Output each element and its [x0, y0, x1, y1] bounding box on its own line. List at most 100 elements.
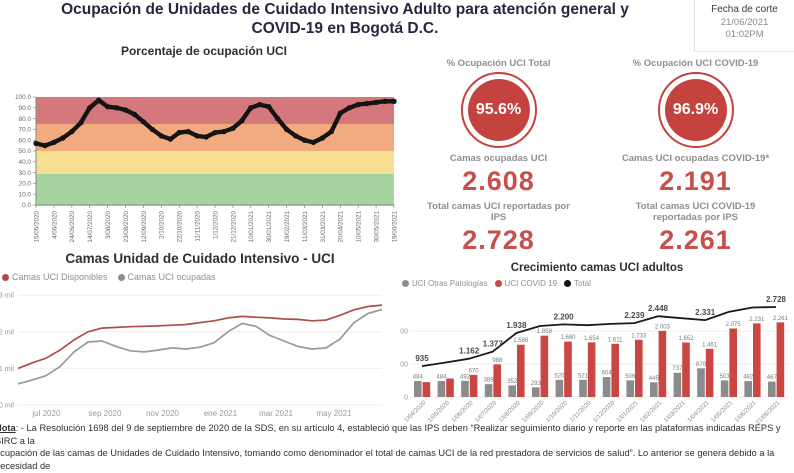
svg-text:20.0: 20.0	[19, 181, 32, 188]
svg-text:484: 484	[413, 375, 424, 381]
kpi-covid-reported-label: Total camas UCI COVID-19 reportadas por …	[635, 201, 756, 223]
svg-text:1/05/2021: 1/05/2021	[710, 399, 735, 424]
svg-text:1/04/2021: 1/04/2021	[686, 399, 711, 424]
disponibles-dot-icon	[2, 274, 9, 281]
svg-text:935: 935	[415, 354, 429, 363]
kpi-total-occupied-label: Camas ocupadas UCI	[449, 153, 548, 164]
svg-text:506: 506	[625, 374, 636, 380]
svg-text:24/06/2020: 24/06/2020	[69, 211, 76, 243]
svg-text:2000: 2000	[400, 329, 408, 336]
svg-text:467: 467	[767, 375, 778, 381]
svg-text:2/10/2020: 2/10/2020	[159, 211, 166, 240]
svg-text:2 mil: 2 mil	[0, 327, 14, 336]
svg-text:1.611: 1.611	[608, 337, 623, 343]
svg-text:1/02/2021: 1/02/2021	[639, 399, 664, 424]
note-line2: ocupación de las camas de Unidades de Cu…	[0, 448, 775, 471]
cutoff-date: 21/06/2021	[720, 17, 769, 28]
svg-text:1/10/2020: 1/10/2020	[545, 399, 570, 424]
svg-text:3/08/2020: 3/08/2020	[105, 211, 112, 240]
svg-text:352: 352	[507, 379, 518, 385]
kpi-card-total: % Ocupación UCI Total 95.6% Camas ocupad…	[400, 58, 597, 255]
legend-item-covid: UCI COVID 19	[494, 279, 557, 288]
svg-text:1.586: 1.586	[513, 338, 529, 344]
cutoff-box: Fecha de corte 21/06/2021 01:02PM	[694, 0, 794, 52]
svg-text:may 2021: may 2021	[316, 409, 352, 418]
svg-text:1/05/2020: 1/05/2020	[427, 399, 452, 424]
svg-text:19/02/2021: 19/02/2021	[284, 211, 291, 243]
svg-text:70.0: 70.0	[19, 127, 32, 134]
svg-text:2.003: 2.003	[655, 324, 671, 330]
kpi-covid-reported-value: 2.261	[659, 225, 732, 255]
svg-text:737: 737	[672, 366, 683, 372]
svg-text:22/10/2020: 22/10/2020	[177, 211, 184, 243]
svg-text:1/01/2021: 1/01/2021	[615, 399, 640, 424]
svg-text:100.0: 100.0	[15, 94, 31, 101]
kpi-card-covid: % Ocupación UCI COVID-19 96.9% Camas UCI…	[597, 58, 794, 255]
svg-text:40.0: 40.0	[19, 159, 32, 166]
svg-text:sep 2020: sep 2020	[89, 409, 122, 418]
svg-text:2.075: 2.075	[726, 322, 742, 328]
svg-text:1.733: 1.733	[631, 333, 647, 339]
svg-text:60.0: 60.0	[19, 137, 32, 144]
svg-text:482: 482	[743, 375, 754, 381]
kpi-total-reported-label: Total camas UCI reportadas por IPS	[427, 201, 570, 223]
svg-text:nov 2020: nov 2020	[146, 409, 179, 418]
svg-text:1.461: 1.461	[702, 342, 718, 348]
svg-text:1.680: 1.680	[560, 335, 576, 341]
legend-item-total: Total	[564, 279, 591, 288]
svg-text:492: 492	[460, 374, 471, 380]
cutoff-time: 01:02PM	[725, 29, 764, 40]
svg-text:90.0: 90.0	[19, 105, 32, 112]
page-title-line1: Ocupación de Unidades de Cuidado Intensi…	[61, 1, 629, 18]
svg-text:30.0: 30.0	[19, 170, 32, 177]
svg-text:1.377: 1.377	[483, 340, 504, 349]
page-title-line2: COVID-19 en Bogotá D.C.	[251, 20, 439, 37]
svg-text:1/08/2020: 1/08/2020	[497, 399, 522, 424]
svg-text:1/12/2020: 1/12/2020	[212, 211, 219, 240]
legend-item-ocupadas: Camas UCI ocupadas	[117, 272, 216, 282]
svg-text:30/01/2021: 30/01/2021	[266, 211, 273, 243]
svg-text:445: 445	[649, 376, 660, 382]
svg-text:14/07/2020: 14/07/2020	[87, 211, 94, 243]
svg-text:1/06/2020: 1/06/2020	[450, 399, 475, 424]
svg-text:30/05/2021: 30/05/2021	[374, 211, 381, 243]
svg-text:1.654: 1.654	[584, 336, 600, 342]
svg-text:19/06/2021: 19/06/2021	[391, 211, 398, 243]
total-dot-icon	[564, 280, 572, 287]
occupancy-chart: 0.0 10.0 20.0 30.0 40.0 50.0 60.0 70.0 80.0 90.0 1…	[4, 86, 400, 267]
svg-text:1.858: 1.858	[537, 329, 553, 335]
svg-text:11/03/2021: 11/03/2021	[302, 211, 309, 243]
growth-legend: UCI Otras Patologías UCI COVID 19 Total	[402, 279, 591, 288]
svg-text:521: 521	[578, 373, 589, 379]
svg-text:11/11/2020: 11/11/2020	[195, 211, 202, 242]
kpi-total-gauge: 95.6%	[460, 72, 537, 148]
ocupadas-dot-icon	[117, 274, 125, 281]
kpi-total-title: % Ocupación UCI Total	[446, 58, 551, 69]
kpi-covid-gauge: 96.9%	[657, 72, 734, 148]
svg-text:12/09/2020: 12/09/2020	[141, 211, 148, 243]
svg-text:1.162: 1.162	[459, 347, 480, 356]
svg-text:1/12/2020: 1/12/2020	[592, 399, 617, 424]
svg-text:604: 604	[602, 371, 613, 377]
kpi-total-gauge-value: 95.6%	[467, 79, 530, 141]
svg-text:10/01/2021: 10/01/2021	[248, 211, 255, 243]
svg-text:1/11/2020: 1/11/2020	[569, 399, 593, 423]
svg-text:2.728: 2.728	[766, 295, 787, 304]
note-label: Nota	[0, 423, 16, 433]
kpi-covid-gauge-value: 96.9%	[664, 79, 727, 141]
svg-text:988: 988	[492, 358, 503, 364]
svg-text:0.0: 0.0	[22, 202, 31, 209]
footer-note: Nota: - La Resolución 1698 del 9 de sept…	[0, 422, 794, 473]
beds-chart-title: Camas Unidad de Cuidado Intensivo - UCI	[65, 251, 335, 266]
svg-text:389: 389	[484, 378, 495, 384]
svg-text:2.231: 2.231	[749, 317, 765, 323]
svg-text:1/07/2020: 1/07/2020	[474, 399, 499, 424]
svg-text:50.0: 50.0	[19, 148, 32, 155]
covid-dot-icon	[494, 280, 502, 287]
svg-text:1.938: 1.938	[506, 321, 527, 330]
svg-text:mar 2021: mar 2021	[259, 409, 293, 418]
otras-dot-icon	[402, 280, 409, 287]
svg-text:20/04/2021: 20/04/2021	[338, 211, 345, 243]
svg-text:ene 2021: ene 2021	[204, 409, 238, 418]
growth-chart-title: Crecimiento camas UCI adultos	[510, 262, 684, 274]
